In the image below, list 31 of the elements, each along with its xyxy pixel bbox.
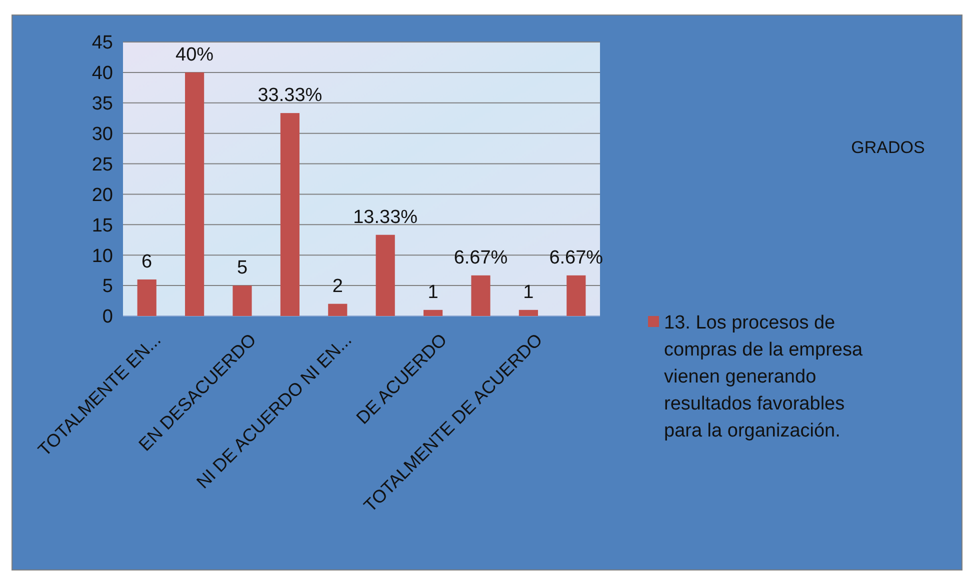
bar bbox=[137, 279, 156, 316]
y-tick-label: 30 bbox=[92, 124, 113, 145]
data-label: 2 bbox=[332, 276, 343, 297]
text: GRADOS bbox=[851, 138, 925, 157]
bar bbox=[566, 275, 586, 316]
legend-label: 13. Los procesos de compras de la empresa vienen generando resultados favorables para la organización. bbox=[664, 312, 863, 442]
bar bbox=[185, 72, 204, 316]
y-tick-label: 5 bbox=[102, 276, 113, 298]
data-label: 6.67% bbox=[454, 247, 508, 268]
y-tick-label: 0 bbox=[102, 306, 113, 328]
y-tick-label: 10 bbox=[92, 246, 113, 267]
y-tick-label: 20 bbox=[92, 184, 113, 206]
y-tick-label: 40 bbox=[92, 63, 113, 84]
y-tick-label: 35 bbox=[92, 94, 113, 115]
y-tick-label: 45 bbox=[92, 32, 113, 54]
data-label: 40% bbox=[176, 44, 214, 66]
data-label: 13.33% bbox=[353, 206, 418, 228]
bar bbox=[328, 304, 348, 316]
y-tick-label: 25 bbox=[92, 154, 113, 176]
data-label: 6 bbox=[142, 251, 152, 272]
data-label: 33.33% bbox=[258, 85, 322, 106]
y-tick-label: 15 bbox=[92, 215, 113, 236]
data-label: 1 bbox=[428, 282, 438, 303]
bar bbox=[424, 310, 443, 316]
bar bbox=[232, 286, 252, 316]
bar bbox=[376, 234, 395, 316]
bar bbox=[471, 275, 490, 316]
data-label: 5 bbox=[236, 258, 248, 279]
data-label: 1 bbox=[523, 282, 534, 303]
bar bbox=[518, 310, 538, 316]
bar bbox=[280, 113, 300, 316]
